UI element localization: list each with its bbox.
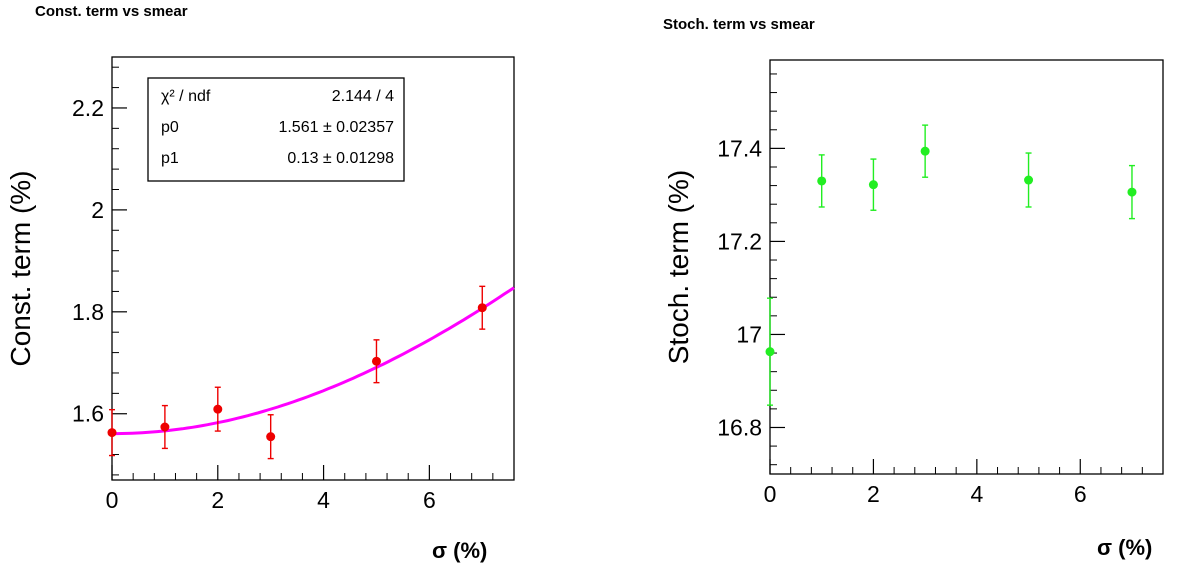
stoch-x-tick-label: 0 <box>764 481 777 507</box>
const-y-tick-label: 2.2 <box>72 95 104 121</box>
const-data-point <box>266 432 276 442</box>
const-data-point <box>477 303 487 313</box>
stats-row-value: 0.13 ± 0.01298 <box>287 150 394 167</box>
const-term-chart: 0 2 4 6 1.6 1.8 2 2.2 Const. term (%) χ² / ndf 2.1… <box>5 56 515 513</box>
stoch-y-axis-label: Stoch. term (%) <box>663 170 694 364</box>
stoch-y-tick-label: 16.8 <box>717 414 762 440</box>
stats-row-label: p1 <box>161 150 179 167</box>
stoch-x-tick-label: 6 <box>1074 481 1087 507</box>
const-data-point <box>371 356 381 366</box>
const-y-tick-label: 2 <box>91 197 104 223</box>
x-axis-label-stoch: σ (%) <box>1097 535 1153 560</box>
fit-stats-box <box>147 77 405 182</box>
stats-row-value: 1.561 ± 0.02357 <box>278 119 394 136</box>
x-axis-label-const: σ (%) <box>432 538 488 563</box>
const-x-tick-label: 2 <box>211 487 224 513</box>
stats-row-label: χ² / ndf <box>161 88 211 105</box>
stoch-data-point <box>817 176 827 186</box>
stoch-data-point <box>765 347 775 357</box>
stoch-y-tick-label: 17 <box>736 321 762 347</box>
stoch-frame <box>769 59 1164 475</box>
const-frame <box>111 56 515 481</box>
chart-title-const: Const. term vs smear <box>35 3 188 20</box>
const-data-point <box>213 404 223 414</box>
stoch-data-point <box>920 146 930 156</box>
stoch-x-tick-label: 2 <box>867 481 880 507</box>
chart-title-stoch: Stoch. term vs smear <box>663 16 815 33</box>
const-y-tick-label: 1.8 <box>72 299 104 325</box>
stoch-data-point <box>868 180 878 190</box>
stoch-data-point <box>1024 175 1034 185</box>
stoch-data-point <box>1127 187 1137 197</box>
const-data-point <box>107 428 117 438</box>
stats-row-value: 2.144 / 4 <box>332 88 394 105</box>
const-x-tick-label: 0 <box>106 487 119 513</box>
stoch-y-tick-label: 17.4 <box>717 135 762 161</box>
const-fit-curve <box>112 286 515 436</box>
stats-row-label: p0 <box>161 119 179 136</box>
const-data-point <box>160 422 170 432</box>
const-x-tick-label: 4 <box>317 487 330 513</box>
const-y-tick-label: 1.6 <box>72 401 104 427</box>
stoch-y-tick-label: 17.2 <box>717 228 762 254</box>
const-x-tick-label: 6 <box>423 487 436 513</box>
stoch-x-tick-label: 4 <box>970 481 983 507</box>
const-y-axis-label: Const. term (%) <box>5 170 36 366</box>
